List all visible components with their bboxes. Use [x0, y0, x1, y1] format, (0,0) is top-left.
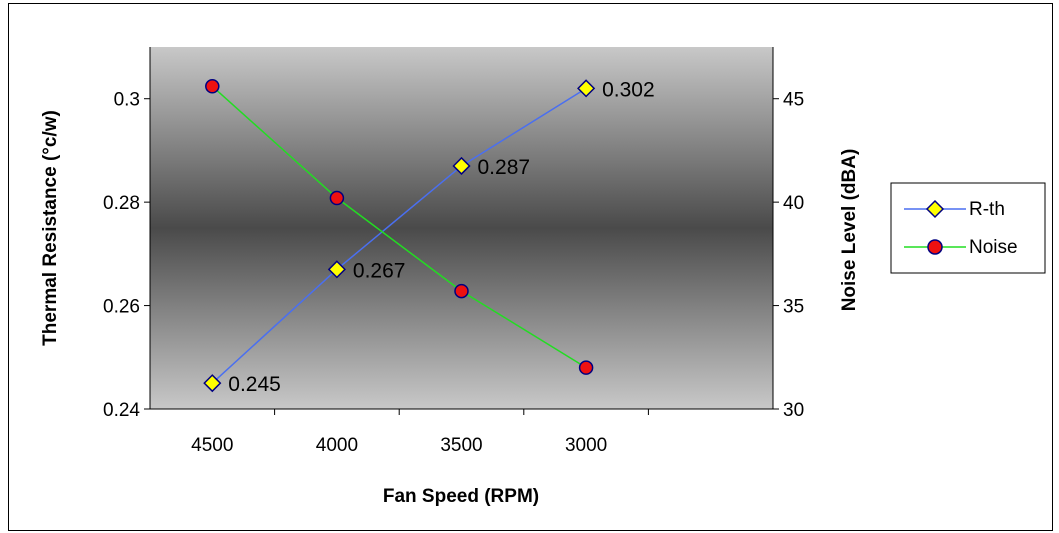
legend-rth-label: R-th [969, 199, 1005, 220]
y-left-tick-label: 0.28 [103, 193, 140, 214]
legend-noise-marker [927, 239, 943, 255]
noise-point [329, 190, 345, 206]
y-left-tick-label: 0.24 [103, 400, 140, 421]
plot-area [150, 47, 773, 409]
y-axis-right-title: Noise Level (dBA) [839, 149, 860, 312]
legend-noise-label: Noise [969, 237, 1018, 258]
x-tick-label: 4500 [191, 435, 233, 456]
y-right-tick-label: 45 [783, 90, 804, 111]
x-tick-label: 3500 [440, 435, 482, 456]
rth-point [327, 260, 346, 279]
noise-point [454, 283, 469, 299]
y-axis-left-title: Thermal Resistance (°c/w) [40, 110, 61, 346]
rth-data-label: 0.245 [228, 373, 281, 396]
y-left-tick-label: 0.3 [114, 90, 140, 111]
legend-box [890, 182, 1046, 274]
noise-series-line [211, 85, 587, 369]
y-right-tick-label: 35 [783, 297, 804, 318]
legend: R-th Noise [890, 182, 1046, 274]
noise-point [578, 360, 594, 375]
rth-series-line [211, 87, 587, 384]
noise-point [205, 79, 220, 94]
y-right-tick-label: 40 [783, 193, 804, 214]
rth-point [577, 79, 596, 98]
rth-point [203, 374, 222, 393]
x-axis-title: Fan Speed (RPM) [383, 486, 539, 507]
rth-data-label: 0.287 [478, 156, 531, 179]
x-tick-label: 3000 [565, 435, 607, 456]
rth-data-label: 0.302 [602, 78, 655, 101]
legend-rth-marker [925, 199, 945, 219]
y-left-tick-label: 0.26 [103, 297, 140, 318]
rth-point [452, 156, 471, 176]
y-right-tick-label: 30 [783, 400, 804, 421]
rth-data-label: 0.267 [353, 259, 406, 282]
x-tick-label: 4000 [316, 435, 358, 456]
